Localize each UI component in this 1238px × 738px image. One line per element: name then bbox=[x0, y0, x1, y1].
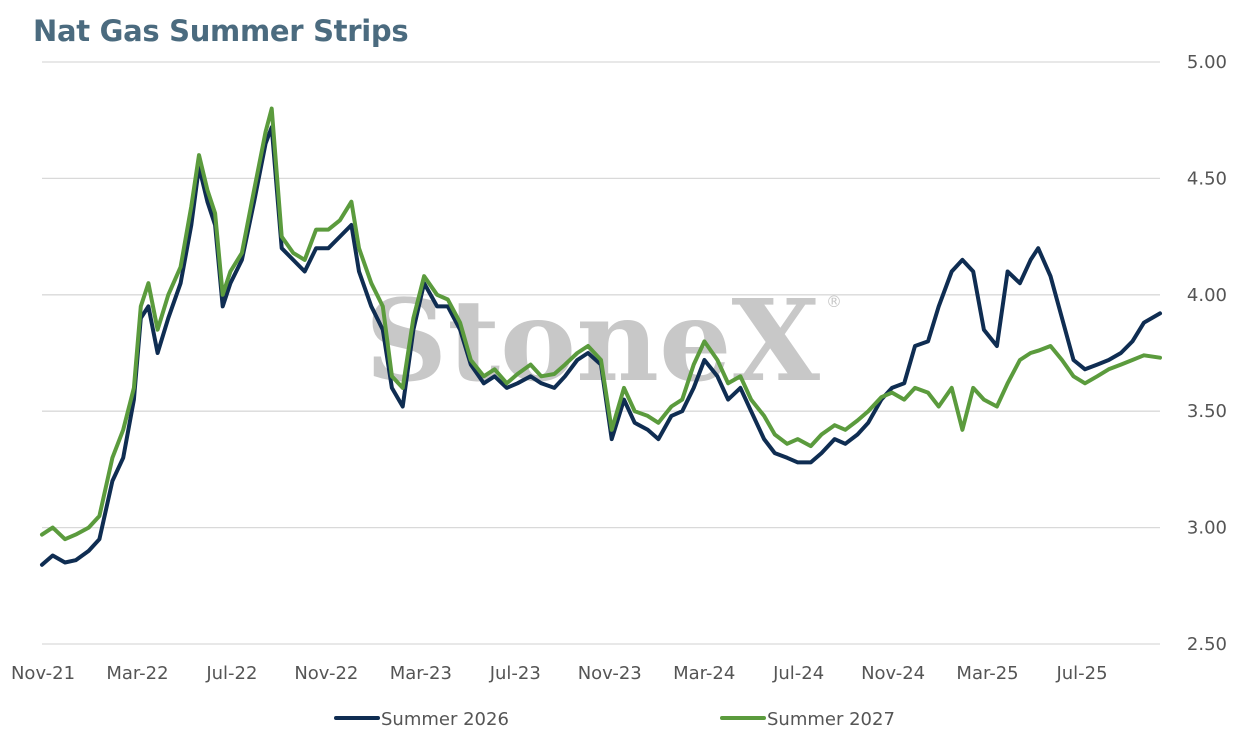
series-line-summer-2026 bbox=[40, 125, 1162, 567]
y-tick-label: 4.00 bbox=[1187, 285, 1227, 306]
x-tick-label: Nov-24 bbox=[861, 663, 925, 684]
y-tick-label: 4.50 bbox=[1187, 168, 1227, 189]
y-tick-label: 3.50 bbox=[1187, 401, 1227, 422]
x-tick-label: Jul-22 bbox=[205, 663, 257, 684]
x-tick-label: Nov-22 bbox=[294, 663, 358, 684]
x-tick-label: Mar-22 bbox=[106, 663, 168, 684]
x-tick-label: Nov-21 bbox=[11, 663, 75, 684]
x-tick-label: Mar-25 bbox=[956, 663, 1018, 684]
legend: Summer 2026 Summer 2027 bbox=[334, 709, 895, 730]
y-tick-label: 5.00 bbox=[1187, 52, 1227, 73]
x-tick-label: Mar-24 bbox=[673, 663, 735, 684]
x-tick-label: Jul-23 bbox=[489, 663, 541, 684]
x-axis-tick-labels: Nov-21 Mar-22 Jul-22 Nov-22 Mar-23 Jul-23 Nov-… bbox=[11, 663, 1108, 684]
legend-label: Summer 2026 bbox=[381, 709, 509, 730]
chart-title: Nat Gas Summer Strips bbox=[33, 14, 409, 48]
legend-item: Summer 2026 bbox=[334, 709, 509, 730]
legend-label: Summer 2027 bbox=[767, 709, 895, 730]
x-tick-label: Jul-25 bbox=[1055, 663, 1107, 684]
x-tick-label: Mar-23 bbox=[390, 663, 452, 684]
series-line-summer-2027 bbox=[40, 106, 1162, 542]
x-tick-label: Jul-24 bbox=[772, 663, 824, 684]
y-axis-tick-labels: 2.50 3.00 3.50 4.00 4.50 5.00 bbox=[1187, 52, 1227, 655]
legend-item: Summer 2027 bbox=[720, 709, 895, 730]
watermark-registered-mark: ® bbox=[826, 292, 842, 311]
y-tick-label: 2.50 bbox=[1187, 634, 1227, 655]
x-tick-label: Nov-23 bbox=[578, 663, 642, 684]
series-lines bbox=[40, 106, 1162, 567]
y-gridlines bbox=[42, 61, 1160, 645]
y-tick-label: 3.00 bbox=[1187, 518, 1227, 539]
